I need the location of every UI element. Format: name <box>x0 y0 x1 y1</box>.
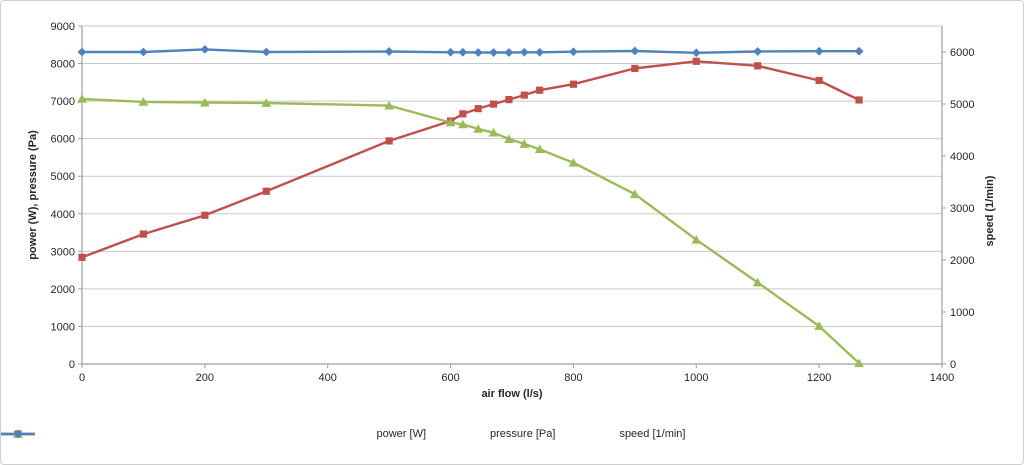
pressure-data-point <box>261 98 272 107</box>
power-data-point <box>489 100 498 108</box>
x-tick-label: 400 <box>319 372 337 384</box>
x-tick-label: 1000 <box>684 372 708 384</box>
power-data-point <box>139 230 148 238</box>
power-data-point <box>631 64 639 73</box>
left-tick-label: 5000 <box>51 171 75 183</box>
left-tick-label: 7000 <box>51 96 75 108</box>
pressure-data-point <box>138 97 149 106</box>
x-tick-label: 600 <box>441 372 459 384</box>
left-tick-label: 2000 <box>51 284 75 296</box>
pressure-legend-marker <box>1 428 486 440</box>
x-tick-label: 200 <box>196 372 214 384</box>
pressure-data-point <box>691 234 702 244</box>
left-tick-label: 0 <box>69 359 75 371</box>
pressure-data-point <box>854 358 864 368</box>
left-tick-label: 8000 <box>51 59 75 71</box>
pressure-data-point <box>457 119 468 129</box>
left-tick-label: 3000 <box>51 246 75 258</box>
pressure-data-point <box>568 157 579 167</box>
power-data-point <box>474 105 482 113</box>
x-tick-label: 1400 <box>930 372 954 384</box>
legend-label-speed: speed [1/min] <box>619 428 686 440</box>
right-tick-label: 0 <box>950 359 956 371</box>
left-tick-label: 1000 <box>51 321 75 333</box>
power-data-point <box>855 96 863 104</box>
speed-data-point <box>691 48 701 58</box>
power-data-point <box>520 91 528 99</box>
right-tick-label: 6000 <box>950 47 974 59</box>
pressure-data-point <box>752 277 763 287</box>
power-data-point <box>262 187 270 195</box>
pressure-data-point <box>504 134 514 143</box>
speed-data-point <box>458 47 468 57</box>
power-legend-marker <box>1 428 373 440</box>
power-data-point <box>815 76 823 85</box>
speed-data-point <box>569 47 578 57</box>
power-data-point <box>569 80 578 88</box>
speed-series-line <box>80 48 861 54</box>
legend-item-pressure: pressure [Pa] <box>1 428 556 440</box>
pressure-data-point <box>77 94 87 103</box>
power-data-point <box>536 86 544 94</box>
pressure-data-point <box>534 144 545 154</box>
x-tick-label: 0 <box>79 372 85 384</box>
right-tick-label: 3000 <box>950 203 974 215</box>
power-data-point <box>754 62 762 70</box>
speed-data-point <box>630 46 640 56</box>
speed-data-point <box>139 47 148 57</box>
pressure-data-point <box>519 139 530 148</box>
pressure-data-point <box>629 189 640 199</box>
right-tick-label: 5000 <box>950 99 974 111</box>
power-series-line <box>80 60 861 259</box>
pressure-data-point <box>488 127 499 137</box>
speed-data-point <box>77 47 87 57</box>
right-tick-label: 4000 <box>950 151 974 163</box>
legend-label-pressure: pressure [Pa] <box>490 428 556 440</box>
x-tick-label: 1200 <box>807 372 831 384</box>
speed-legend-marker <box>1 428 615 440</box>
speed-data-point <box>753 47 763 56</box>
power-data-point <box>459 110 467 118</box>
legend-item-power: power [W] <box>1 428 427 440</box>
left-tick-label: 4000 <box>51 209 75 221</box>
power-data-point <box>692 57 700 65</box>
legend: power [W] pressure [Pa] speed [1/min] <box>1 428 1023 440</box>
speed-data-point <box>535 47 545 57</box>
pressure-data-point <box>814 321 825 330</box>
pressure-data-point <box>473 124 484 133</box>
left-tick-label: 9000 <box>51 21 75 33</box>
speed-data-point <box>504 48 514 57</box>
right-axis-title: speed (1/min) <box>984 175 996 247</box>
right-tick-label: 2000 <box>950 255 974 267</box>
pressure-data-point <box>384 100 395 110</box>
speed-data-point <box>854 46 864 56</box>
legend-item-speed: speed [1/min] <box>1 428 686 440</box>
speed-data-point <box>200 45 210 54</box>
x-tick-label: 800 <box>564 372 582 384</box>
speed-legend-data-point <box>13 429 23 439</box>
pressure-data-point <box>445 117 456 127</box>
power-data-point <box>505 96 513 104</box>
legend-label-power: power [W] <box>376 428 427 440</box>
speed-data-point <box>384 47 394 56</box>
speed-data-point <box>489 48 498 57</box>
speed-data-point <box>261 47 271 57</box>
speed-data-point <box>814 46 824 56</box>
left-tick-label: 6000 <box>51 134 75 146</box>
power-data-point <box>385 137 393 145</box>
speed-data-point <box>446 47 455 57</box>
x-axis-title: air flow (l/s) <box>481 388 543 400</box>
right-tick-label: 1000 <box>950 307 974 319</box>
power-data-point <box>201 211 209 219</box>
speed-data-point <box>519 47 529 57</box>
pressure-data-point <box>199 97 210 107</box>
left-axis-title: power (W), pressure (Pa) <box>27 130 39 260</box>
pressure-series-line <box>80 97 861 365</box>
power-data-point <box>78 253 86 261</box>
speed-data-point <box>473 48 483 57</box>
